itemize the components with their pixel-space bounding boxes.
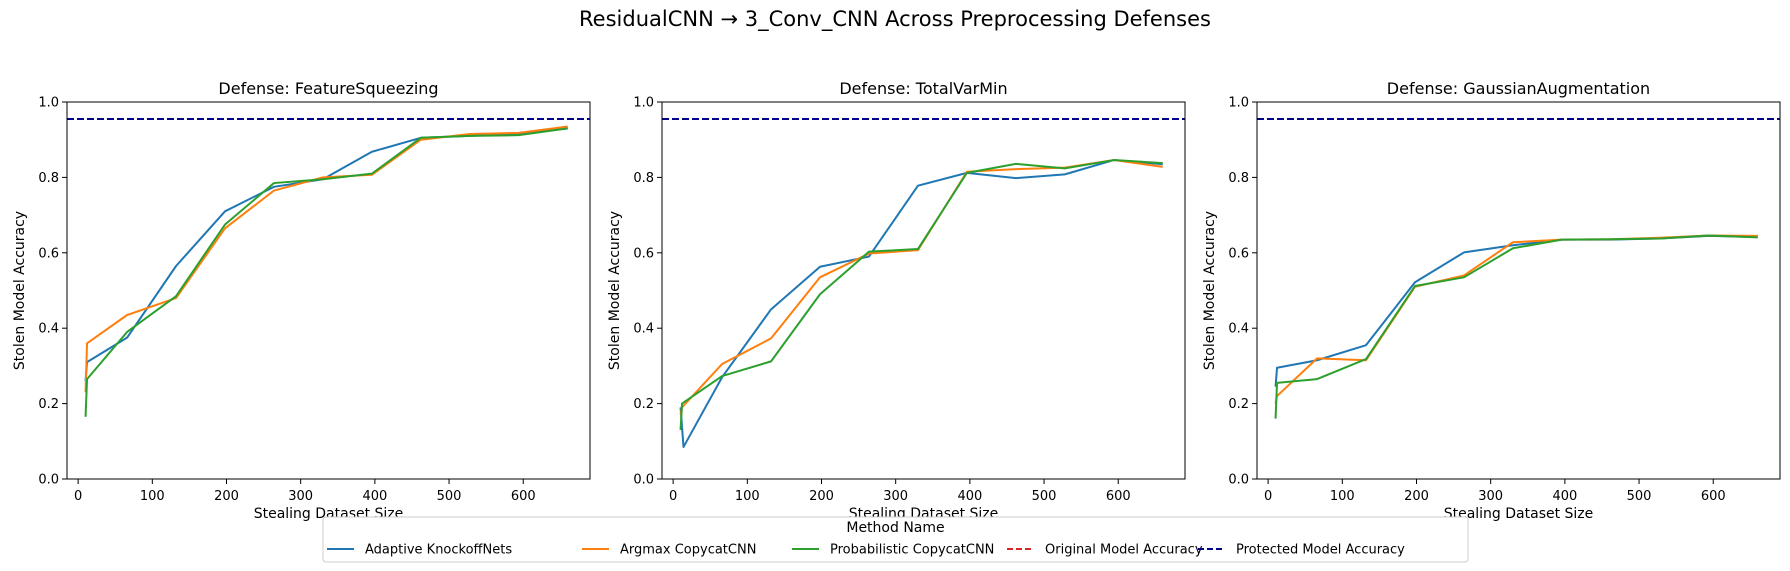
x-tick-label: 200	[214, 489, 239, 504]
x-tick-label: 100	[735, 489, 760, 504]
legend-entry-label: Protected Model Accuracy	[1236, 543, 1405, 558]
axes-frame	[1256, 101, 1781, 480]
y-tick-label: 1.0	[38, 96, 59, 111]
y-axis-label: Stolen Model Accuracy	[1202, 211, 1218, 370]
series-probabilistic-copycatcnn	[84, 127, 568, 417]
series-adaptive-knockoffnets	[1274, 234, 1758, 387]
x-tick-label: 600	[511, 489, 536, 504]
x-tick-label: 500	[1627, 489, 1652, 504]
x-tick-label: 0	[74, 489, 82, 504]
y-tick-label: 0.8	[633, 171, 654, 186]
subplot-title: Defense: TotalVarMin	[839, 79, 1007, 98]
series-argmax-copycatcnn	[1274, 234, 1758, 404]
y-tick-label: 0.6	[1228, 246, 1249, 261]
legend-entry-label: Argmax CopycatCNN	[620, 543, 756, 558]
x-tick-label: 0	[669, 489, 677, 504]
figure-title: ResidualCNN → 3_Conv_CNN Across Preproce…	[579, 7, 1211, 32]
x-tick-label: 600	[1701, 489, 1726, 504]
y-tick-label: 0.4	[633, 322, 654, 337]
y-tick-label: 0.8	[38, 171, 59, 186]
y-tick-label: 0.2	[1228, 397, 1249, 412]
subplot-title: Defense: GaussianAugmentation	[1387, 79, 1650, 98]
y-tick-label: 0.2	[38, 397, 59, 412]
series-adaptive-knockoffnets	[679, 159, 1163, 448]
y-tick-label: 0.6	[633, 246, 654, 261]
legend-entry-label: Adaptive KnockoffNets	[365, 543, 512, 558]
x-tick-label: 400	[362, 489, 387, 504]
plot-area	[1257, 117, 1780, 419]
legend-title: Method Name	[846, 520, 944, 536]
subplot-title: Defense: FeatureSqueezing	[218, 79, 438, 98]
x-tick-label: 300	[1478, 489, 1503, 504]
y-axis-label: Stolen Model Accuracy	[12, 211, 28, 370]
y-tick-label: 0.2	[633, 397, 654, 412]
x-tick-label: 200	[809, 489, 834, 504]
x-axis-label: Stealing Dataset Size	[1444, 506, 1594, 522]
x-tick-label: 400	[957, 489, 982, 504]
x-tick-label: 100	[140, 489, 165, 504]
y-tick-label: 1.0	[633, 96, 654, 111]
subplots: Defense: FeatureSqueezing 0.0 0.2 0.4 0.6 0.8…	[12, 79, 1781, 522]
series-probabilistic-copycatcnn	[1274, 234, 1758, 419]
x-tick-label: 200	[1404, 489, 1429, 504]
legend-frame	[322, 516, 1469, 563]
series-probabilistic-copycatcnn	[679, 159, 1163, 431]
legend-entry-label: Original Model Accuracy	[1045, 543, 1203, 558]
x-tick-label: 500	[437, 489, 462, 504]
plot-area	[662, 117, 1185, 448]
series-argmax-copycatcnn	[679, 159, 1163, 416]
subplot-1: Defense: FeatureSqueezing 0.0 0.2 0.4 0.6 0.8…	[12, 79, 591, 522]
subplot-2: Defense: TotalVarMin 0.0 0.2 0.4 0.6 0.8 1.0 0 1…	[607, 79, 1186, 522]
x-tick-label: 300	[883, 489, 908, 504]
x-tick-label: 0	[1264, 489, 1272, 504]
x-tick-label: 600	[1106, 489, 1131, 504]
y-tick-label: 0.8	[1228, 171, 1249, 186]
y-tick-label: 0.0	[38, 473, 59, 488]
y-tick-label: 0.0	[1228, 473, 1249, 488]
axes-frame	[661, 101, 1186, 480]
y-tick-label: 0.6	[38, 246, 59, 261]
y-tick-label: 0.4	[1228, 322, 1249, 337]
x-tick-label: 300	[288, 489, 313, 504]
axes-frame	[66, 101, 591, 480]
x-tick-label: 100	[1330, 489, 1355, 504]
plot-area	[67, 117, 590, 417]
y-axis-label: Stolen Model Accuracy	[607, 211, 623, 370]
y-tick-label: 0.0	[633, 473, 654, 488]
legend-entry-label: Probabilistic CopycatCNN	[830, 543, 994, 558]
series-adaptive-knockoffnets	[84, 127, 568, 382]
subplot-3: Defense: GaussianAugmentation 0.0 0.2 0.4 0.…	[1202, 79, 1781, 522]
x-tick-label: 400	[1552, 489, 1577, 504]
y-tick-label: 1.0	[1228, 96, 1249, 111]
series-argmax-copycatcnn	[84, 125, 568, 393]
y-tick-label: 0.4	[38, 322, 59, 337]
legend: Method Name Adaptive KnockoffNets Argmax C…	[322, 516, 1469, 563]
x-tick-label: 500	[1032, 489, 1057, 504]
